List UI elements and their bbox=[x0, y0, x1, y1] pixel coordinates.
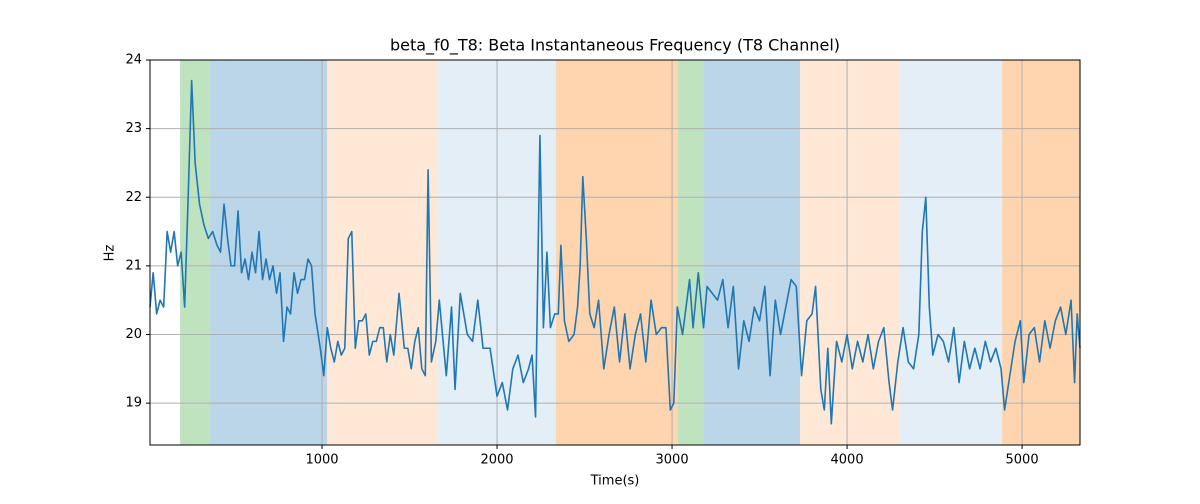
shaded-region bbox=[799, 60, 901, 445]
shaded-region bbox=[327, 60, 439, 445]
shaded-region bbox=[210, 60, 328, 445]
x-tick-label: 2000 bbox=[480, 453, 513, 468]
y-tick-label: 24 bbox=[125, 53, 142, 68]
shaded-region bbox=[900, 60, 1003, 445]
x-tick-label: 3000 bbox=[656, 453, 689, 468]
shaded-region bbox=[556, 60, 679, 445]
y-tick-label: 22 bbox=[125, 190, 142, 205]
shaded-region bbox=[180, 60, 211, 445]
x-tick-label: 1000 bbox=[305, 453, 338, 468]
shaded-region bbox=[704, 60, 800, 445]
chart-title: beta_f0_T8: Beta Instantaneous Frequency… bbox=[390, 36, 840, 56]
plot-frame bbox=[149, 59, 1081, 446]
y-axis-label: Hz bbox=[103, 245, 118, 262]
x-tick-label: 5000 bbox=[1006, 453, 1039, 468]
x-axis-label: Time(s) bbox=[590, 474, 640, 489]
shaded-region bbox=[1002, 60, 1080, 445]
shaded-region bbox=[678, 60, 705, 445]
y-tick-label: 21 bbox=[125, 258, 142, 273]
y-tick-label: 20 bbox=[125, 327, 142, 342]
y-tick-label: 19 bbox=[125, 396, 142, 411]
y-tick-label: 23 bbox=[125, 121, 142, 136]
x-tick-label: 4000 bbox=[831, 453, 864, 468]
data-line bbox=[149, 79, 1081, 425]
